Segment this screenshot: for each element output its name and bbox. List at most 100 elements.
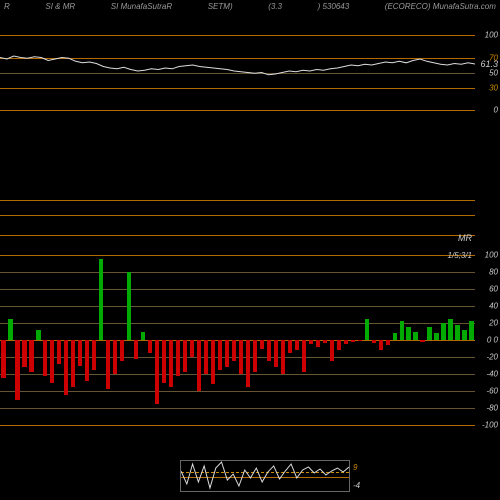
bar [434, 333, 438, 340]
bar-slot [454, 255, 461, 425]
bar-slot [77, 255, 84, 425]
y-axis-label: -20 [486, 353, 498, 362]
hdr-mid1: SETM) [208, 2, 233, 12]
bar-slot [230, 255, 237, 425]
gridline [0, 425, 475, 426]
bar [337, 340, 341, 350]
bar [316, 340, 320, 347]
bar [218, 340, 222, 370]
bar-slot [189, 255, 196, 425]
bar-slot [258, 255, 265, 425]
bar-slot [133, 255, 140, 425]
bar [295, 340, 299, 350]
bar [113, 340, 117, 374]
hdr-left1: R [4, 2, 10, 12]
bar-slot [286, 255, 293, 425]
bar [148, 340, 152, 353]
bar [239, 340, 243, 374]
hdr-right1: (ECORECO) MunafaSutra.com [385, 2, 496, 12]
bar [169, 340, 173, 387]
bar [393, 333, 397, 340]
bar-slot [244, 255, 251, 425]
bar [448, 319, 452, 340]
bar-slot [321, 255, 328, 425]
bar [420, 340, 424, 342]
hdr-left2: SI & MR [45, 2, 75, 12]
bar [134, 340, 138, 359]
bar-slot [84, 255, 91, 425]
y-axis-label: 100 [485, 31, 498, 40]
bar-slot [398, 255, 405, 425]
y-axis-label: -40 [486, 370, 498, 379]
bar [50, 340, 54, 383]
bar-slot [126, 255, 133, 425]
bar [22, 340, 26, 367]
bar-slot [237, 255, 244, 425]
y-axis-label: -100 [482, 421, 498, 430]
bar-slot [293, 255, 300, 425]
bar [427, 327, 431, 340]
bar-slot [168, 255, 175, 425]
bar [462, 330, 466, 340]
bar [106, 340, 110, 389]
bar-slot [391, 255, 398, 425]
hdr-mid2: (3.3 [268, 2, 282, 12]
mr-bars [0, 255, 475, 425]
bar-slot [21, 255, 28, 425]
bar [379, 340, 383, 350]
y-axis-label: -60 [486, 387, 498, 396]
y-axis-label: -80 [486, 404, 498, 413]
bar-slot [154, 255, 161, 425]
mr-panel: 100806040200 0-20-40-60-80-100MR1/5;3/1 [0, 255, 500, 425]
bar [225, 340, 229, 367]
mini-line [181, 461, 349, 491]
y-axis-label: 100 [485, 251, 498, 260]
bar [197, 340, 201, 391]
bar [351, 340, 355, 342]
bar [386, 340, 390, 345]
bar-slot [42, 255, 49, 425]
bar-slot [35, 255, 42, 425]
mr-sub-label: 1/5;3/1 [448, 251, 472, 260]
bar-slot [328, 255, 335, 425]
y-axis-label: 50 [489, 68, 498, 77]
bar [15, 340, 19, 400]
bar [309, 340, 313, 344]
bar-slot [419, 255, 426, 425]
mr-label: MR [458, 233, 472, 243]
bar [190, 340, 194, 357]
bar [344, 340, 348, 344]
bar-slot [412, 255, 419, 425]
y-axis-label: 40 [489, 302, 498, 311]
bar-slot [363, 255, 370, 425]
bar [330, 340, 334, 361]
bar-slot [272, 255, 279, 425]
bar [183, 340, 187, 372]
bar [71, 340, 75, 387]
bar-slot [440, 255, 447, 425]
bar-slot [426, 255, 433, 425]
bar [211, 340, 215, 384]
bar-slot [342, 255, 349, 425]
bar [176, 340, 180, 376]
mini-oscillator: 9-4 [180, 460, 350, 492]
bar [36, 330, 40, 340]
bar-slot [356, 255, 363, 425]
bar [365, 319, 369, 340]
bar [413, 332, 417, 341]
bar [288, 340, 292, 353]
separator-line [0, 235, 475, 236]
bar [204, 340, 208, 374]
bar-slot [70, 255, 77, 425]
y-axis-label: 0 [494, 106, 498, 115]
bar [267, 340, 271, 361]
bar-slot [203, 255, 210, 425]
bar [120, 340, 124, 361]
bar [155, 340, 159, 404]
bar [85, 340, 89, 381]
bar-slot [140, 255, 147, 425]
bar-slot [147, 255, 154, 425]
hdr-left3: SI MunafaSutraR [111, 2, 172, 12]
bar [141, 332, 145, 341]
y-axis-label: 30 [489, 83, 498, 92]
